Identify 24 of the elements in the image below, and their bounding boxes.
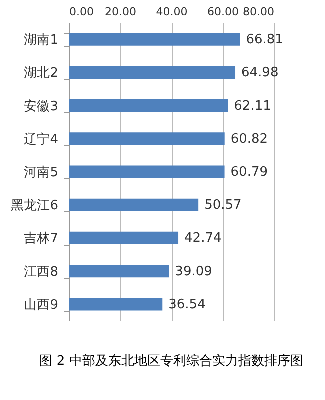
y-tick-label: 江西8 (24, 264, 58, 280)
y-tick-label: 山西9 (24, 298, 58, 313)
text: 图 2 中部及东北地区专利综合实力指数排序图 (40, 353, 304, 369)
data-label: 36.54 (168, 297, 206, 312)
y-tick-label: 黑龙江6 (11, 198, 58, 214)
x-tick-label: 60.00 (208, 6, 239, 18)
data-label: 50.57 (204, 198, 242, 214)
y-tick-label: 辽宁4 (24, 131, 58, 148)
data-label: 60.82 (230, 132, 268, 147)
data-label: 60.79 (230, 165, 268, 180)
x-tick-label: 40.00 (156, 6, 188, 18)
x-tick-label: 0.00 (70, 6, 94, 18)
y-tick-label: 湖南1 (24, 33, 58, 48)
x-tick-label: 80.00 (243, 6, 274, 18)
y-tick-label: 安徽3 (24, 98, 58, 114)
x-tick-label: 20.00 (105, 6, 136, 18)
data-label: 64.98 (242, 66, 279, 81)
data-label: 39.09 (175, 264, 212, 280)
data-label: 66.81 (246, 32, 284, 48)
y-tick-label: 吉林7 (24, 232, 58, 247)
data-label: 62.11 (234, 98, 272, 114)
y-tick-label: 河南5 (24, 166, 58, 180)
data-label: 42.74 (184, 231, 222, 246)
y-tick-label: 湖北2 (24, 66, 58, 82)
